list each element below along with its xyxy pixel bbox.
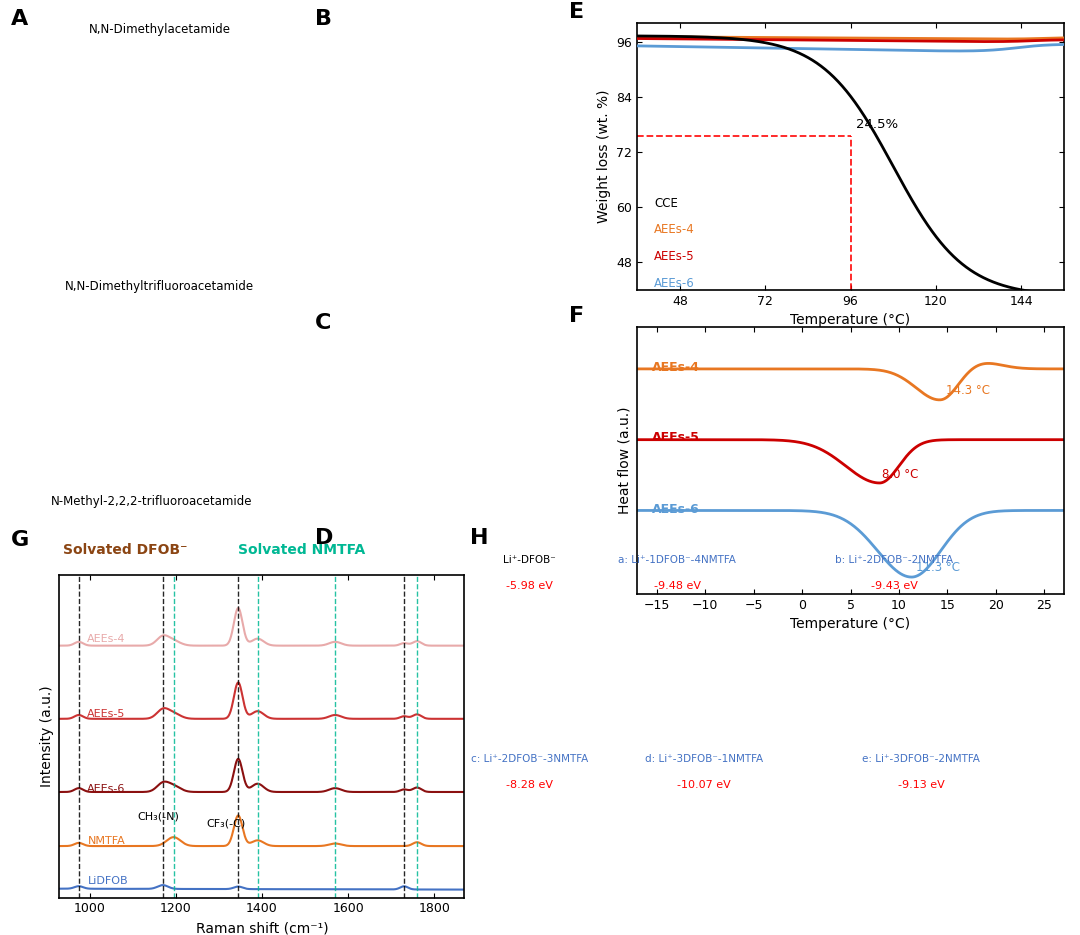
Text: N,N-Dimethylacetamide: N,N-Dimethylacetamide [89, 22, 231, 36]
Text: Li⁺-DFOB⁻: Li⁺-DFOB⁻ [503, 554, 555, 565]
Y-axis label: Intensity (a.u.): Intensity (a.u.) [40, 685, 54, 787]
Text: AEEs-5: AEEs-5 [651, 431, 700, 444]
Text: H: H [470, 528, 488, 548]
Text: a: Li⁺-1DFOB⁻-4NMTFA: a: Li⁺-1DFOB⁻-4NMTFA [618, 554, 737, 565]
Text: A: A [11, 9, 28, 29]
Text: E: E [569, 2, 584, 22]
Text: b: Li⁺-2DFOB⁻-2NMTFA: b: Li⁺-2DFOB⁻-2NMTFA [835, 554, 954, 565]
Text: c: Li⁺-2DFOB⁻-3NMTFA: c: Li⁺-2DFOB⁻-3NMTFA [471, 754, 588, 764]
X-axis label: Temperature (°C): Temperature (°C) [791, 313, 910, 327]
Text: e: Li⁺-3DFOB⁻-2NMTFA: e: Li⁺-3DFOB⁻-2NMTFA [862, 754, 981, 764]
Text: AEEs-6: AEEs-6 [651, 503, 700, 516]
X-axis label: Raman shift (cm⁻¹): Raman shift (cm⁻¹) [195, 921, 328, 935]
Text: 24.5%: 24.5% [855, 118, 897, 131]
Text: 11.3 °C: 11.3 °C [917, 561, 960, 574]
Text: Solvated NMTFA: Solvated NMTFA [238, 542, 365, 556]
Text: CF₃(-C): CF₃(-C) [206, 818, 245, 828]
Text: -9.13 eV: -9.13 eV [897, 780, 945, 790]
Text: AEEs-4: AEEs-4 [87, 634, 126, 644]
X-axis label: Temperature (°C): Temperature (°C) [791, 617, 910, 631]
Text: D: D [315, 528, 334, 548]
Text: -5.98 eV: -5.98 eV [505, 581, 553, 591]
Text: Solvated DFOB⁻: Solvated DFOB⁻ [64, 542, 188, 556]
Text: AEEs-5: AEEs-5 [654, 250, 694, 263]
Text: d: Li⁺-3DFOB⁻-1NMTFA: d: Li⁺-3DFOB⁻-1NMTFA [645, 754, 764, 764]
Text: -8.28 eV: -8.28 eV [505, 780, 553, 790]
Text: N,N-Dimethyltrifluoroacetamide: N,N-Dimethyltrifluoroacetamide [65, 280, 255, 293]
Text: C: C [315, 313, 332, 333]
Text: N-Methyl-2,2,2-trifluoroacetamide: N-Methyl-2,2,2-trifluoroacetamide [51, 495, 252, 508]
Text: 14.3 °C: 14.3 °C [945, 384, 989, 396]
Y-axis label: Heat flow (a.u.): Heat flow (a.u.) [618, 407, 632, 514]
Text: 8.0 °C: 8.0 °C [882, 468, 919, 481]
Text: -10.07 eV: -10.07 eV [677, 780, 731, 790]
Text: AEEs-5: AEEs-5 [87, 709, 125, 719]
Text: AEEs-6: AEEs-6 [654, 277, 696, 290]
Text: G: G [11, 530, 29, 550]
Text: -9.43 eV: -9.43 eV [870, 581, 918, 591]
Y-axis label: Weight loss (wt. %): Weight loss (wt. %) [597, 90, 611, 223]
Text: CH₃(-N): CH₃(-N) [137, 812, 179, 822]
Text: B: B [315, 9, 333, 29]
Text: -9.48 eV: -9.48 eV [653, 581, 701, 591]
Text: AEEs-4: AEEs-4 [651, 362, 700, 374]
Text: NMTFA: NMTFA [87, 836, 125, 846]
Text: CCE: CCE [654, 196, 678, 209]
Text: AEEs-4: AEEs-4 [654, 223, 696, 237]
Text: AEEs-6: AEEs-6 [87, 784, 125, 794]
Text: F: F [569, 306, 584, 326]
Text: LiDFOB: LiDFOB [87, 875, 129, 885]
